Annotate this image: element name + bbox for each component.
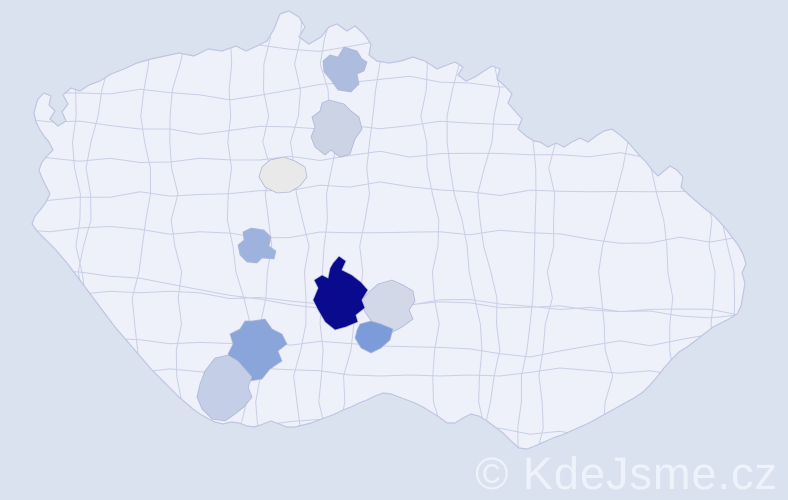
highlighted-districts-layer [196,46,416,422]
district-border-line [446,11,489,449]
district-border-line [289,11,310,449]
country-shape [32,11,746,449]
highlighted-district-2 [310,99,363,158]
district-border-line [32,328,746,358]
district-border-line [255,11,273,449]
highlighted-district-4 [237,227,277,264]
highlighted-district-8 [227,318,288,382]
district-border-line [32,407,746,440]
district-border-line [32,225,746,244]
highlighted-district-3 [258,156,308,194]
highlighted-district-6 [354,320,394,354]
district-border-line [318,11,338,449]
highlighted-district-9 [196,354,253,422]
district-border-line [169,11,193,449]
district-border-line [32,181,746,201]
district-border-line [32,37,746,63]
highlighted-district-1 [322,46,368,93]
district-border-line [415,11,442,449]
country-outline [31,10,747,450]
highlighted-district-7 [312,255,369,331]
